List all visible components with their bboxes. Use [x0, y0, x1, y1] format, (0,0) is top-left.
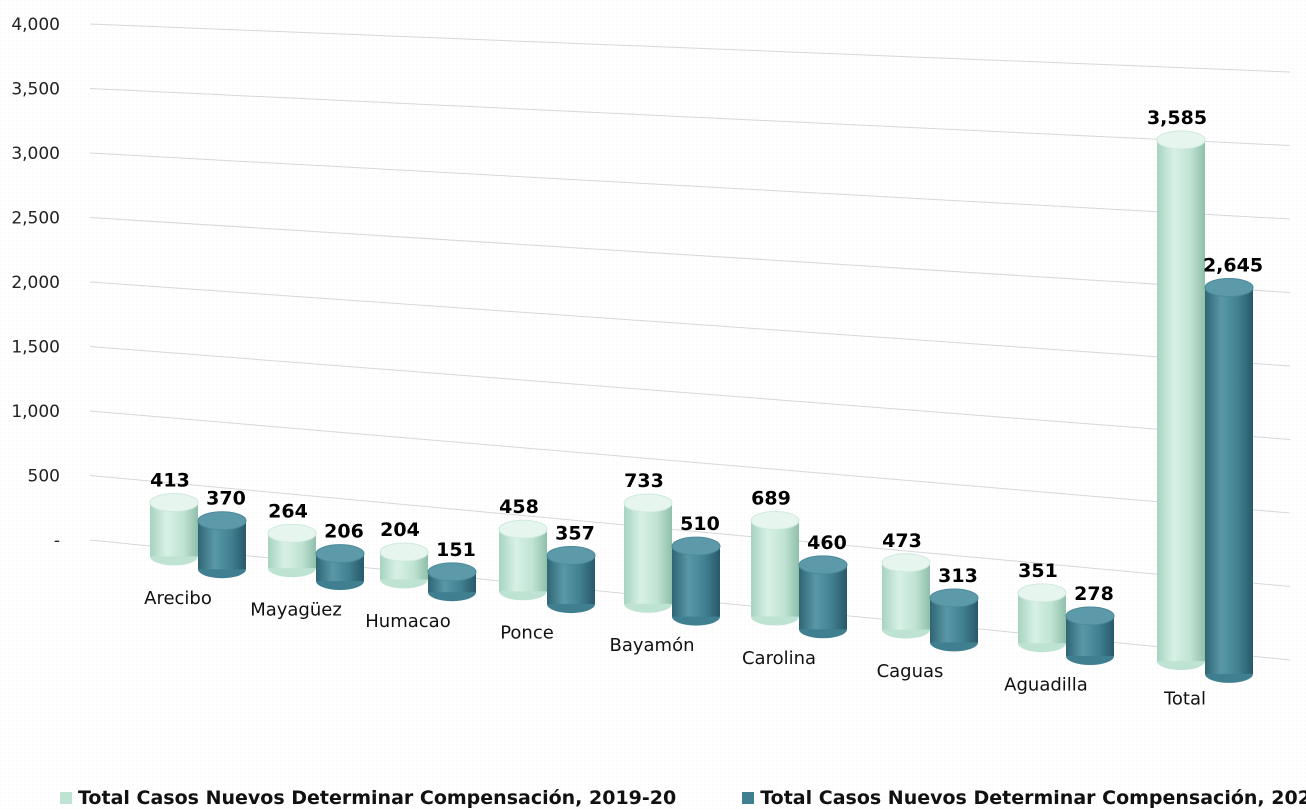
gridline: [89, 410, 1291, 514]
data-label: 2,645: [1203, 255, 1263, 277]
bar-body: [1205, 287, 1253, 674]
bar: [1065, 606, 1115, 665]
bar: [929, 588, 979, 652]
data-label: 204: [380, 519, 420, 541]
bar: [798, 555, 848, 639]
data-label: 689: [751, 488, 791, 510]
bar: [315, 544, 365, 590]
bar-body: [799, 564, 847, 630]
data-label: 370: [206, 488, 246, 510]
data-label: 3,585: [1147, 107, 1207, 129]
bar-top: [197, 511, 247, 531]
bar: [546, 545, 596, 614]
gridline: [89, 217, 1291, 293]
bar-body: [624, 503, 672, 604]
data-label: 458: [499, 496, 539, 518]
y-tick-label: 3,500: [11, 80, 60, 100]
bar-top: [671, 536, 721, 556]
x-tick-label: Carolina: [742, 648, 816, 669]
x-tick-label: Ponce: [500, 623, 554, 644]
y-tick-label: 3,000: [11, 144, 60, 164]
y-tick-label: 2,500: [11, 209, 60, 229]
bar: [379, 542, 429, 589]
bar: [427, 562, 477, 602]
gridline: [89, 346, 1291, 440]
bar-body: [882, 562, 930, 630]
bar: [1204, 278, 1254, 683]
x-tick-label: Humacao: [365, 611, 450, 632]
bar: [1017, 583, 1067, 653]
bar-top: [1017, 583, 1067, 603]
bar-top: [1156, 130, 1206, 150]
legend-item-2020-21: Total Casos Nuevos Determinar Compensaci…: [742, 787, 1306, 809]
data-label: 473: [882, 530, 922, 552]
bar-top: [498, 519, 548, 539]
bar-top: [1204, 278, 1254, 298]
data-label: 206: [324, 521, 364, 543]
bar-body: [1157, 139, 1205, 662]
data-label: 357: [555, 522, 595, 544]
y-tick-label: 4,000: [11, 15, 60, 35]
bar: [149, 493, 199, 566]
legend-label-2020-21: Total Casos Nuevos Determinar Compensaci…: [760, 787, 1306, 809]
y-tick-label: 1,500: [11, 338, 60, 358]
bar-top: [427, 562, 477, 582]
data-label: 278: [1074, 583, 1114, 605]
legend-item-2019-20: Total Casos Nuevos Determinar Compensaci…: [60, 787, 676, 809]
gridline: [89, 475, 1291, 587]
y-tick-label: -: [54, 531, 60, 551]
bar: [671, 536, 721, 626]
y-tick-label: 2,000: [11, 273, 60, 293]
bar: [267, 523, 317, 578]
bar-body: [751, 520, 799, 617]
bar-body: [499, 529, 547, 592]
bar: [623, 493, 673, 613]
bar-top: [546, 545, 596, 565]
x-tick-label: Mayagüez: [250, 600, 342, 621]
data-label: 460: [807, 532, 847, 554]
x-tick-label: Aguadilla: [1004, 675, 1088, 696]
legend-swatch-2020-21: [742, 792, 755, 804]
bar: [881, 553, 931, 639]
bar: [750, 511, 800, 626]
y-tick-label: 500: [28, 467, 60, 487]
data-label: 510: [680, 513, 720, 535]
data-label: 733: [624, 470, 664, 492]
bar-top: [798, 555, 848, 575]
bar-top: [929, 588, 979, 608]
bar-body: [672, 546, 720, 617]
bar-top: [750, 511, 800, 531]
data-label: 413: [150, 470, 190, 492]
bar: [197, 511, 247, 579]
x-tick-label: Caguas: [877, 661, 944, 682]
bar-top: [149, 493, 199, 513]
bar-top: [881, 553, 931, 573]
y-tick-label: 1,000: [11, 402, 60, 422]
gridline: [89, 281, 1291, 367]
data-label: 264: [268, 500, 308, 522]
bar: [1156, 130, 1206, 671]
data-label: 351: [1018, 560, 1058, 582]
x-tick-label: Bayamón: [609, 635, 694, 656]
bar-top: [623, 493, 673, 513]
gridline: [89, 88, 1291, 146]
bar-top: [315, 544, 365, 564]
bar-top: [267, 523, 317, 543]
data-label: 151: [436, 539, 476, 561]
gridline: [89, 152, 1291, 220]
bar-top: [379, 542, 429, 562]
legend-swatch-2019-20: [60, 792, 72, 804]
legend: Total Casos Nuevos Determinar Compensaci…: [60, 786, 1306, 810]
legend-label-2019-20: Total Casos Nuevos Determinar Compensaci…: [78, 787, 677, 809]
bar-top: [1065, 606, 1115, 626]
x-tick-label: Total: [1163, 689, 1206, 710]
x-tick-label: Arecibo: [144, 588, 212, 609]
gridline: [89, 23, 1291, 73]
data-label: 313: [938, 565, 978, 587]
bar: [498, 519, 548, 601]
